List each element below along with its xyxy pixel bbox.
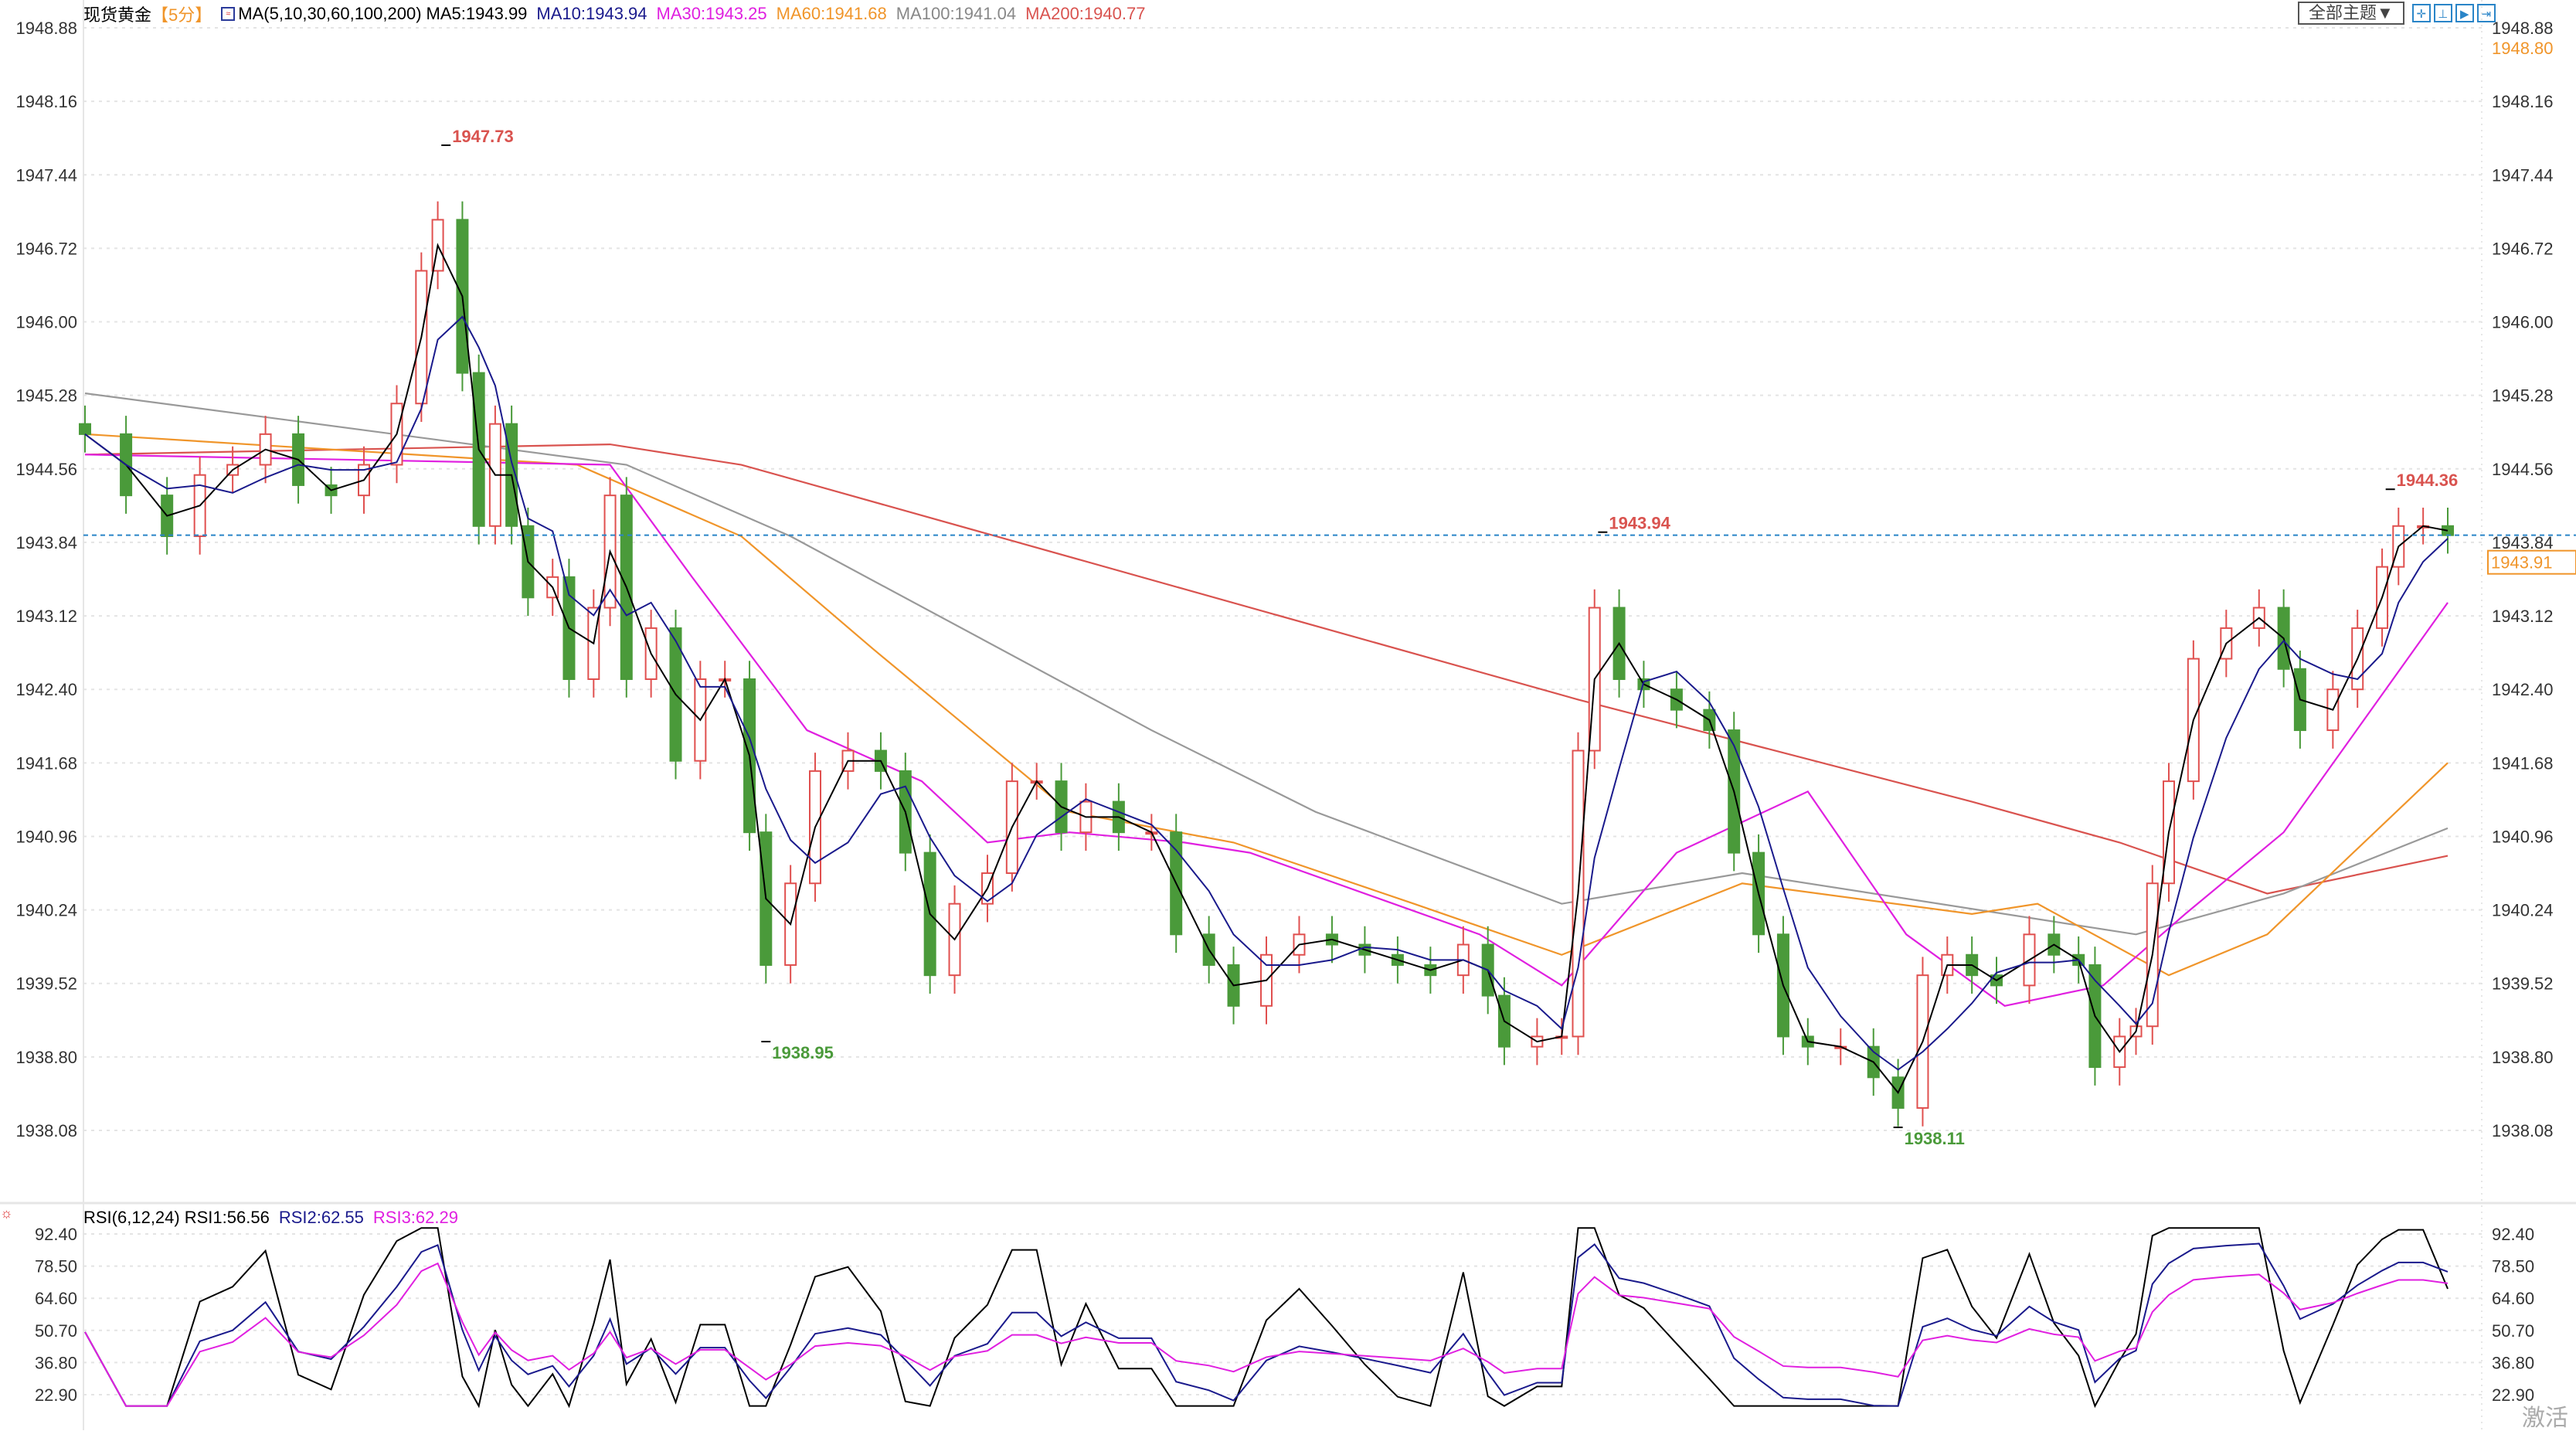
main-legend: 现货黄金 【5分】 ≈ MA(5,10,30,60,100,200) MA5:1… [83,2,1154,26]
symbol-name: 现货黄金 [83,5,152,25]
candle-body [79,423,91,435]
price-tick-label-left: 1948.88 [15,19,77,38]
ma10-line [84,315,2449,1071]
price-tick-label-left: 1948.16 [15,92,77,111]
rsi-legend: RSI(6,12,24) RSI1:56.56 RSI2:62.55 RSI3:… [83,1208,467,1228]
price-tick-label-right: 1943.12 [2492,607,2554,626]
period-label[interactable]: 【5分】 [151,5,212,25]
ma100-value: MA100:1941.04 [895,4,1017,23]
rsi1-line [84,1227,2449,1409]
rsi3-line [84,1262,2449,1407]
price-tick-label-right: 1938.08 [2492,1121,2554,1140]
crosshair-icon[interactable]: ✛ [2411,4,2431,22]
ma200-value: MA200:1940.77 [1025,4,1146,23]
ma30-line [84,454,2449,1007]
price-tick-label-right: 1948.16 [2492,92,2554,111]
price-tick-label-right: 1942.40 [2492,680,2554,699]
price-tick-label-left: 1939.52 [15,974,77,994]
low-price-annotation: 1938.95 [772,1043,834,1062]
rsi-tick-label-right: 50.70 [2492,1321,2534,1341]
price-tick-label-left: 1940.96 [15,827,77,846]
rsi-tick-label-right: 22.90 [2492,1385,2534,1405]
rsi-tick-label-left: 78.50 [35,1257,77,1276]
ma200-line [84,443,2449,895]
rsi-tick-label-left: 92.40 [35,1225,77,1244]
price-tick-label-left: 1943.84 [15,533,77,552]
rsi-tick-label-right: 92.40 [2492,1225,2534,1244]
price-tick-label-left: 1942.40 [15,680,77,699]
price-tick-label-right: 1946.00 [2492,313,2554,332]
rsi-tick-label-right: 36.80 [2492,1353,2534,1372]
rsi-tick-label-right: 78.50 [2492,1257,2534,1276]
exit-icon[interactable]: ⇥ [2476,4,2496,22]
top-right-value: 1948.80 [2492,39,2554,58]
rsi2-value: RSI2:62.55 [278,1208,364,1227]
zoom-range-icon[interactable]: ⊥ [2433,4,2452,22]
price-tick-label-left: 1941.68 [15,753,77,773]
high-price-annotation: 1947.73 [452,127,514,146]
price-tick-label-left: 1945.28 [15,386,77,406]
price-tick-label-right: 1941.68 [2492,753,2554,773]
price-tick-label-left: 1947.44 [15,165,77,185]
price-tick-label-right: 1948.88 [2492,19,2554,38]
current-price-label: 1943.91 [2491,553,2553,573]
rsi-tick-label-left: 64.60 [35,1289,77,1308]
ma30-value: MA30:1943.25 [656,4,767,23]
ma100-line [84,392,2449,936]
price-tick-label-right: 1944.56 [2492,460,2554,479]
chart-toolbar: 全部主题▼ ✛ ⊥ ▶ ⇥ [2298,2,2496,25]
ma5-line [84,243,2449,1094]
low-price-annotation: 1938.11 [1905,1129,1965,1148]
rsi-tick-label-left: 22.90 [35,1385,77,1405]
rsi3-value: RSI3:62.29 [372,1208,458,1227]
ma60-value: MA60:1941.68 [776,4,887,23]
high-price-annotation: 1943.94 [1609,514,1670,533]
current-price-tag [2487,549,2576,575]
price-tick-label-left: 1938.08 [15,1121,77,1140]
price-tick-label-right: 1946.72 [2492,239,2554,258]
price-tick-label-left: 1938.80 [15,1048,77,1067]
price-tick-label-left: 1944.56 [15,460,77,479]
price-tick-label-left: 1946.72 [15,239,77,258]
price-tick-label-right: 1940.24 [2492,901,2554,920]
rsi-tick-label-right: 64.60 [2492,1289,2534,1308]
price-tick-label-left: 1940.24 [15,901,77,920]
play-icon[interactable]: ▶ [2455,4,2474,22]
high-price-annotation: 1944.36 [2397,471,2459,490]
candle [79,405,91,453]
ma-settings-icon[interactable]: ≈ [221,7,236,21]
ma60-line [84,433,2449,977]
candles [79,201,2454,1127]
price-tick-label-right: 1940.96 [2492,827,2554,846]
rsi2-line [84,1242,2449,1407]
ma10-value: MA10:1943.94 [536,4,647,23]
rsi-tick-label-left: 50.70 [35,1321,77,1341]
price-tick-label-right: 1939.52 [2492,974,2554,994]
rsi1-value: RSI1:56.56 [184,1208,270,1227]
activation-watermark: 激活 [2522,1406,2568,1431]
price-tick-label-right: 1938.80 [2492,1048,2554,1067]
ma5-value: MA5:1943.99 [426,4,528,23]
theme-dropdown[interactable]: 全部主题▼ [2298,2,2404,25]
price-tick-label-left: 1943.12 [15,607,77,626]
price-tick-label-right: 1945.28 [2492,386,2554,406]
ma-label: MA(5,10,30,60,100,200) [238,4,422,23]
price-tick-label-left: 1946.00 [15,313,77,332]
rsi-tick-label-left: 36.80 [35,1353,77,1372]
price-tick-label-right: 1947.44 [2492,165,2554,185]
indicator-settings-icon[interactable]: ☼ [0,1205,13,1221]
price-tick-label-right: 1943.84 [2492,533,2554,552]
rsi-label: RSI(6,12,24) [83,1208,180,1227]
